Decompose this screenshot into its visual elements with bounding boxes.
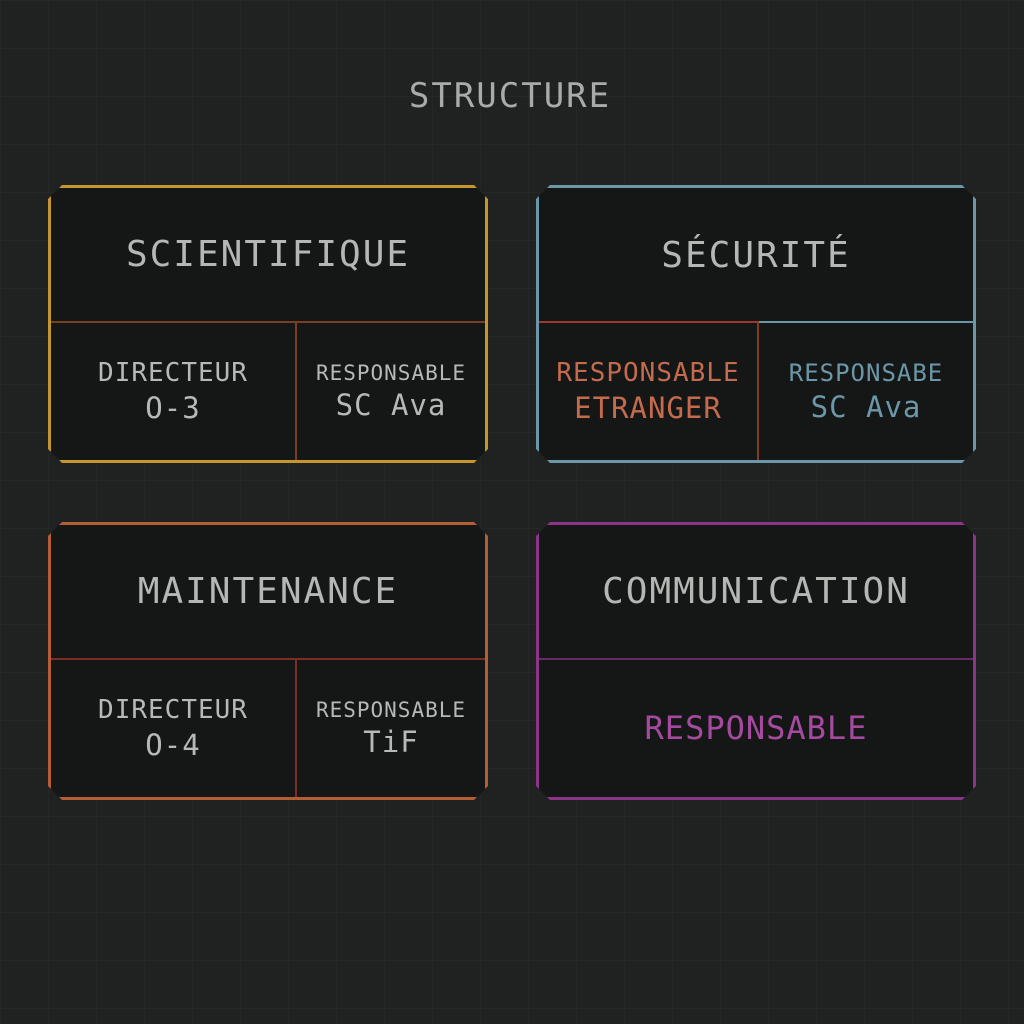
role-label: RESPONSABLE <box>644 709 868 748</box>
role-cell-responsabe: RESPONSABE SC Ava <box>759 323 973 460</box>
unit-title: COMMUNICATION <box>539 525 973 660</box>
role-cell-responsable: RESPONSABLE SC Ava <box>297 323 485 460</box>
role-label: DIRECTEUR <box>98 694 248 725</box>
unit-roles: DIRECTEUR O-4 RESPONSABLE TiF <box>51 660 485 797</box>
role-holder: SC Ava <box>810 389 922 424</box>
role-cell-responsable: RESPONSABLE <box>539 660 973 797</box>
role-cell-responsable-etranger: RESPONSABLE ETRANGER <box>539 321 759 460</box>
role-holder: O-4 <box>145 727 201 762</box>
unit-roles: DIRECTEUR O-3 RESPONSABLE SC Ava <box>51 323 485 460</box>
role-cell-responsable: RESPONSABLE TiF <box>297 660 485 797</box>
role-label: DIRECTEUR <box>98 357 248 388</box>
unit-roles: RESPONSABLE <box>539 660 973 797</box>
role-cell-directeur: DIRECTEUR O-4 <box>51 660 297 797</box>
unit-title: SÉCURITÉ <box>539 188 973 323</box>
role-holder: TiF <box>363 724 419 759</box>
unit-card-scientifique: SCIENTIFIQUE DIRECTEUR O-3 RESPONSABLE S… <box>48 185 488 463</box>
role-holder: O-3 <box>145 390 201 425</box>
role-label: RESPONSABLE <box>315 697 467 722</box>
role-holder: SC Ava <box>335 387 447 422</box>
role-label: RESPONSABLE <box>315 360 467 385</box>
unit-card-securite: SÉCURITÉ RESPONSABLE ETRANGER RESPONSABE… <box>536 185 976 463</box>
unit-card-maintenance: MAINTENANCE DIRECTEUR O-4 RESPONSABLE Ti… <box>48 522 488 800</box>
role-label: RESPONSABLE <box>556 357 740 388</box>
role-cell-directeur: DIRECTEUR O-3 <box>51 323 297 460</box>
page-title: STRUCTURE <box>408 76 612 116</box>
unit-card-communication: COMMUNICATION RESPONSABLE <box>536 522 976 800</box>
role-holder: ETRANGER <box>574 390 722 425</box>
unit-roles: RESPONSABLE ETRANGER RESPONSABE SC Ava <box>539 323 973 460</box>
unit-title: SCIENTIFIQUE <box>51 188 485 323</box>
unit-title: MAINTENANCE <box>51 525 485 660</box>
role-label: RESPONSABE <box>788 358 944 387</box>
